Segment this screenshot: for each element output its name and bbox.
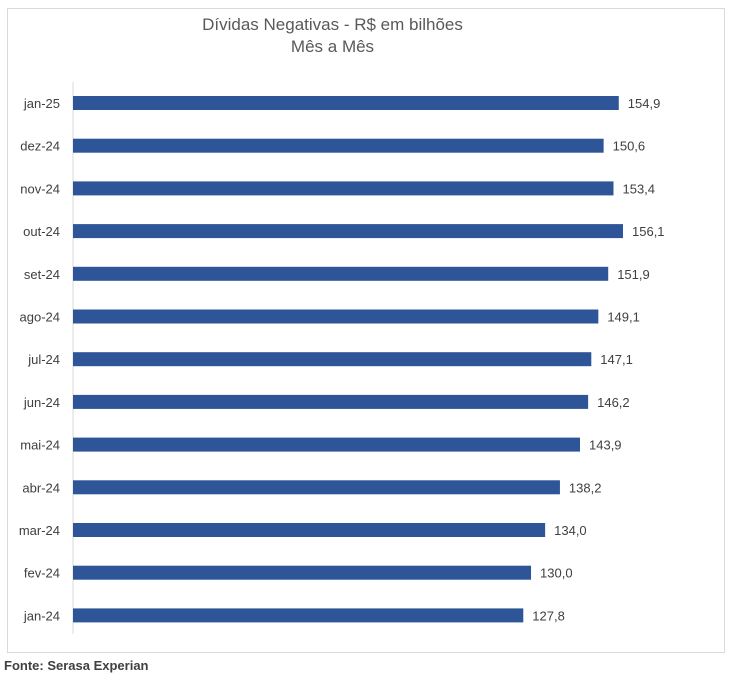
category-tick-label: jan-25	[23, 96, 60, 111]
data-label-fev-24: 130,0	[540, 566, 573, 581]
category-tick-label: mai-24	[20, 438, 60, 453]
data-label-nov-24: 153,4	[622, 181, 655, 196]
data-label-jan-25: 154,9	[628, 96, 661, 111]
category-tick-label: jan-24	[23, 608, 60, 623]
category-tick-label: abr-24	[22, 480, 60, 495]
bar-fev-24	[73, 565, 532, 580]
data-label-set-24: 151,9	[617, 267, 650, 282]
category-tick-label: out-24	[23, 224, 60, 239]
category-tick-label: jun-24	[23, 395, 60, 410]
bar-mar-24	[73, 523, 546, 537]
data-label-ago-24: 149,1	[607, 310, 640, 325]
data-label-abr-24: 138,2	[569, 480, 602, 495]
bar-jul-24	[73, 352, 592, 367]
bar-nov-24	[73, 181, 614, 196]
category-tick-label: dez-24	[20, 139, 60, 154]
chart-title: Dívidas Negativas - R$ em bilhões	[202, 15, 463, 34]
chart-frame	[7, 8, 725, 653]
bar-jan-24	[73, 608, 524, 623]
data-label-dez-24: 150,6	[613, 139, 646, 154]
chart-subtitle: Mês a Mês	[290, 37, 375, 56]
data-label-jan-24: 127,8	[532, 608, 565, 623]
category-tick-label: nov-24	[20, 181, 60, 196]
category-tick-label: ago-24	[20, 310, 60, 325]
bar-dez-24	[73, 138, 604, 153]
bar-out-24	[73, 224, 623, 239]
data-label-jun-24: 146,2	[597, 395, 630, 410]
bar-jun-24	[73, 394, 589, 409]
bar-set-24	[73, 266, 609, 281]
data-label-mar-24: 134,0	[554, 523, 587, 538]
bar-ago-24	[73, 309, 599, 324]
data-label-out-24: 156,1	[632, 224, 665, 239]
bar-abr-24	[73, 480, 560, 495]
category-tick-label: mar-24	[19, 523, 60, 538]
data-label-mai-24: 143,9	[589, 438, 622, 453]
bar-mai-24	[73, 437, 581, 452]
bar-jan-25	[73, 96, 619, 110]
category-tick-label: fev-24	[24, 566, 60, 581]
data-label-jul-24: 147,1	[600, 352, 633, 367]
chart-title-block: Dívidas Negativas - R$ em bilhões Mês a …	[0, 14, 665, 58]
category-tick-label: set-24	[24, 267, 60, 282]
source-note: Fonte: Serasa Experian	[4, 658, 149, 673]
category-tick-label: jul-24	[27, 352, 60, 367]
